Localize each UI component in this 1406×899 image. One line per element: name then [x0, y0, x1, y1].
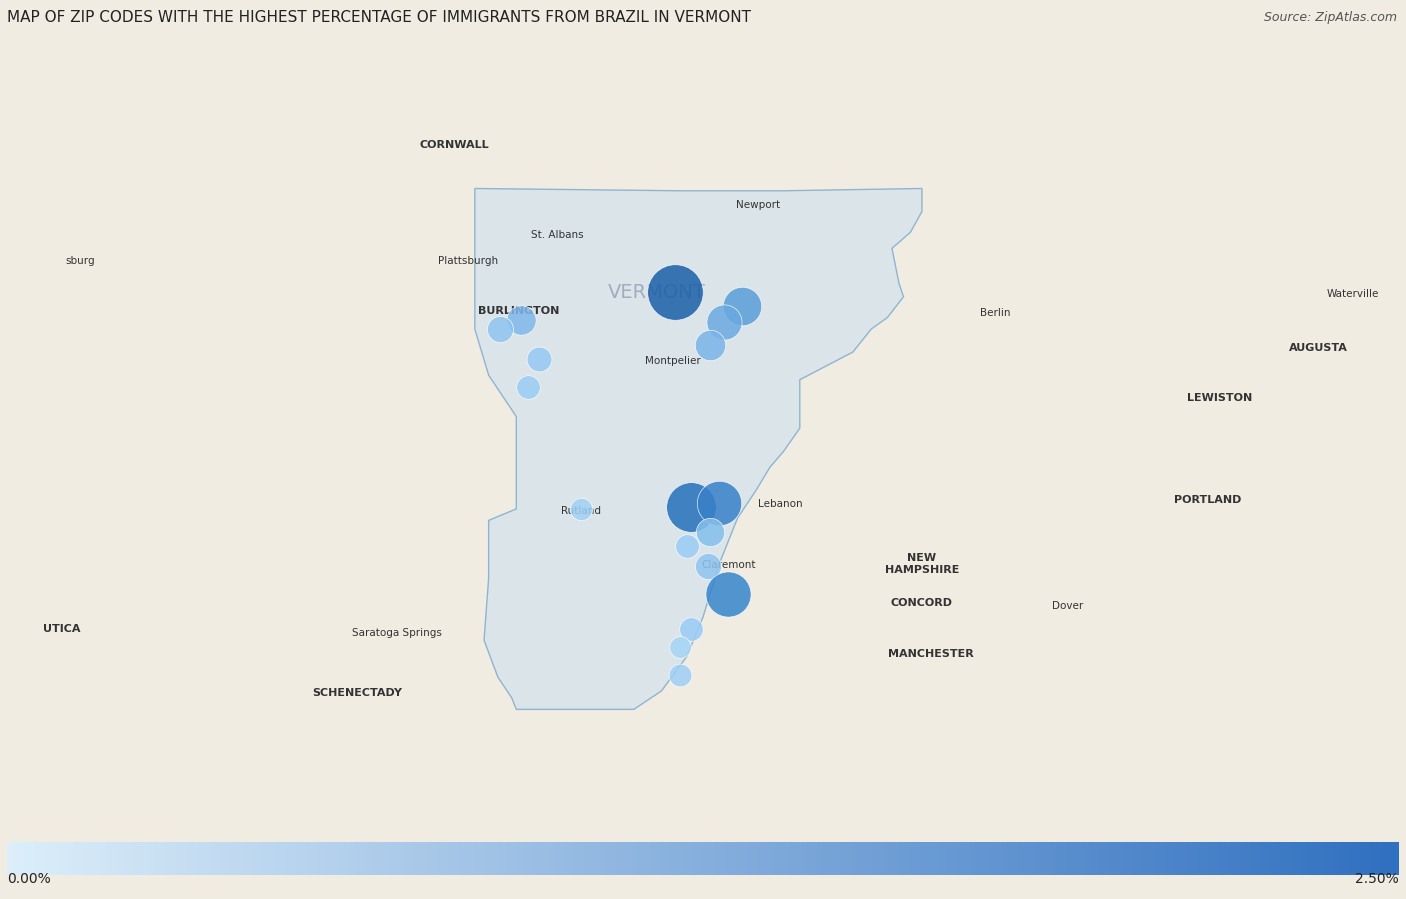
Text: SCHENECTADY: SCHENECTADY	[312, 689, 402, 699]
Point	[681, 499, 703, 513]
Point	[713, 315, 735, 329]
Text: Berlin: Berlin	[980, 308, 1011, 318]
Text: PORTLAND: PORTLAND	[1174, 494, 1241, 504]
Text: BURLINGTON: BURLINGTON	[478, 306, 560, 316]
Point	[707, 496, 730, 511]
Text: Source: ZipAtlas.com: Source: ZipAtlas.com	[1264, 11, 1398, 23]
Point	[717, 587, 740, 601]
Point	[681, 621, 703, 636]
Text: VERMONT: VERMONT	[607, 282, 706, 302]
Text: CORNWALL: CORNWALL	[419, 139, 489, 149]
Text: CONCORD: CONCORD	[891, 599, 953, 609]
Text: MAP OF ZIP CODES WITH THE HIGHEST PERCENTAGE OF IMMIGRANTS FROM BRAZIL IN VERMON: MAP OF ZIP CODES WITH THE HIGHEST PERCEN…	[7, 10, 751, 24]
Text: Rutland: Rutland	[561, 506, 600, 516]
Point	[664, 285, 686, 299]
Point	[731, 298, 754, 313]
Text: MANCHESTER: MANCHESTER	[889, 649, 974, 659]
Text: 2.50%: 2.50%	[1355, 871, 1399, 886]
Text: UTICA: UTICA	[44, 624, 82, 634]
Point	[509, 313, 531, 327]
Point	[696, 559, 718, 574]
Text: 0.00%: 0.00%	[7, 871, 51, 886]
Point	[669, 640, 692, 654]
Point	[569, 502, 592, 516]
Text: Waterville: Waterville	[1327, 289, 1379, 299]
Point	[516, 379, 538, 394]
Text: AUGUSTA: AUGUSTA	[1289, 343, 1348, 352]
Polygon shape	[475, 189, 922, 709]
Point	[529, 352, 551, 366]
Text: Montpelier: Montpelier	[645, 356, 702, 366]
Text: sburg: sburg	[66, 256, 96, 266]
Point	[669, 668, 692, 682]
Point	[676, 539, 699, 553]
Text: LEWISTON: LEWISTON	[1187, 393, 1251, 404]
Text: Saratoga Springs: Saratoga Springs	[352, 628, 441, 638]
Point	[489, 322, 512, 336]
Text: NEW
HAMPSHIRE: NEW HAMPSHIRE	[884, 554, 959, 575]
Text: Claremont: Claremont	[702, 560, 755, 570]
Point	[699, 525, 721, 539]
Text: Plattsburgh: Plattsburgh	[437, 255, 498, 265]
Point	[699, 338, 721, 352]
Text: Lebanon: Lebanon	[758, 499, 803, 509]
Text: Newport: Newport	[737, 200, 780, 210]
Text: St. Albans: St. Albans	[531, 229, 583, 239]
Text: Dover: Dover	[1052, 601, 1083, 610]
